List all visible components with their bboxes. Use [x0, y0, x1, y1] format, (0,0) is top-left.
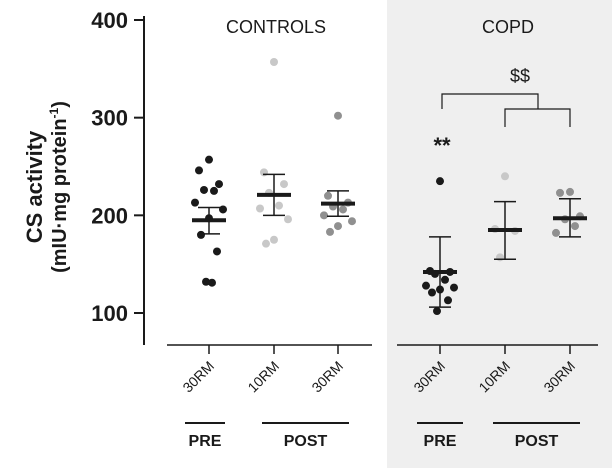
data-point	[219, 205, 227, 214]
data-point	[215, 180, 223, 189]
y-axis: 100 200 300 400	[91, 8, 145, 345]
significance-bracket-outer	[441, 93, 539, 109]
data-point	[324, 191, 332, 200]
data-point	[571, 222, 579, 231]
data-point	[326, 227, 334, 236]
x-tick-label: 10RM	[244, 358, 282, 396]
data-point	[262, 239, 270, 248]
data-point	[256, 204, 264, 213]
y-axis-label-line1: CS activity	[22, 130, 47, 243]
data-point	[275, 201, 283, 210]
data-point	[444, 296, 452, 305]
data-point	[334, 111, 342, 120]
data-point	[270, 57, 278, 66]
phase-label: PRE	[424, 433, 457, 450]
data-point	[566, 187, 574, 196]
data-point	[339, 205, 347, 214]
group-post-30rm: 30RM	[308, 111, 356, 396]
data-point	[556, 188, 564, 197]
data-point	[428, 288, 436, 297]
group-pre-30rm: 30RM	[179, 155, 227, 396]
phase-label: PRE	[189, 433, 222, 450]
data-point	[195, 166, 203, 175]
data-point	[348, 217, 356, 226]
y-axis-label-line2: (mIU·mg protein-1)	[47, 101, 71, 273]
data-point	[441, 275, 449, 284]
data-point	[334, 222, 342, 231]
phase-label: POST	[284, 433, 328, 450]
y-tick-label: 200	[91, 203, 128, 228]
data-point	[208, 278, 216, 287]
significance-dollars: $$	[510, 66, 530, 86]
panel-title: COPD	[482, 17, 534, 37]
x-tick-label: 30RM	[179, 358, 217, 396]
group-post-30rm: 30RM	[540, 187, 587, 396]
data-point	[205, 155, 213, 164]
data-point	[450, 283, 458, 292]
y-tick-label: 300	[91, 106, 128, 131]
data-point	[191, 198, 199, 207]
significance-bracket-inner	[504, 108, 571, 127]
x-tick-label: 30RM	[308, 358, 346, 396]
data-point	[284, 215, 292, 224]
phase-label: POST	[515, 433, 559, 450]
data-point	[433, 307, 441, 316]
data-point	[210, 186, 218, 195]
y-tick-label: 400	[91, 8, 128, 33]
copd-panel-background	[387, 0, 612, 468]
data-point	[320, 211, 328, 220]
panel-title: CONTROLS	[226, 17, 326, 37]
significance-stars: **	[433, 133, 451, 158]
data-point	[200, 185, 208, 194]
y-tick-label: 100	[91, 301, 128, 326]
data-point	[496, 253, 504, 262]
data-point	[197, 230, 205, 239]
data-point	[202, 277, 210, 286]
panel-controls: CONTROLS 30RM 10RM 30RM PRE POST	[167, 17, 372, 450]
data-point	[501, 172, 509, 181]
data-point	[436, 177, 444, 186]
data-point	[422, 281, 430, 290]
data-point	[213, 247, 221, 256]
data-point	[260, 168, 268, 177]
data-point	[552, 228, 560, 237]
data-point	[270, 235, 278, 244]
data-point	[280, 180, 288, 189]
